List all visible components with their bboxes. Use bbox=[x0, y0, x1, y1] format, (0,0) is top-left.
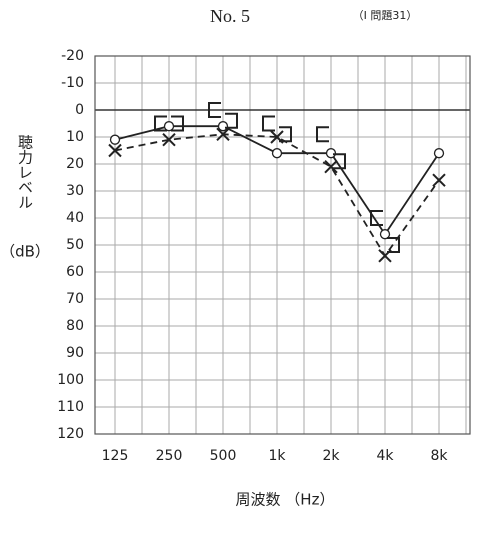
x-tick-label: 4k bbox=[376, 448, 394, 464]
y-tick-label: 110 bbox=[57, 399, 84, 415]
y-tick-label: 90 bbox=[66, 345, 84, 361]
chart-subtitle: （Ⅰ 問題31） bbox=[353, 9, 418, 22]
marker-cross bbox=[432, 173, 446, 187]
y-tick-label: 30 bbox=[66, 183, 84, 199]
y-tick-label: 80 bbox=[66, 318, 84, 334]
y-tick-label: 0 bbox=[75, 102, 84, 118]
x-axis-label: 周波数 （Hz） bbox=[236, 491, 335, 509]
marker-circle bbox=[271, 148, 283, 159]
marker-cross bbox=[108, 143, 122, 158]
y-tick-label: 60 bbox=[66, 264, 84, 280]
marker-circle bbox=[433, 148, 445, 159]
y-tick-label: 120 bbox=[57, 426, 84, 442]
y-tick-label: 40 bbox=[66, 210, 84, 226]
marker-bracket-left bbox=[370, 210, 383, 226]
x-tick-label: 8k bbox=[430, 448, 448, 464]
y-axis-label: 聴力レベル bbox=[16, 135, 34, 210]
x-tick-label: 500 bbox=[210, 448, 237, 464]
x-tick-label: 1k bbox=[268, 448, 286, 464]
marker-bracket-right bbox=[333, 153, 346, 170]
y-tick-label: 20 bbox=[66, 156, 84, 172]
chart-title: No. 5 bbox=[210, 6, 250, 26]
marker-cross bbox=[324, 159, 338, 174]
y-tick-label: 50 bbox=[66, 237, 84, 253]
marker-bracket-left bbox=[316, 126, 329, 143]
x-tick-label: 250 bbox=[156, 448, 183, 464]
y-tick-label: -20 bbox=[61, 48, 84, 64]
y-tick-label: 100 bbox=[57, 372, 84, 388]
marker-bracket-right bbox=[387, 237, 400, 253]
marker-cross bbox=[162, 132, 176, 147]
y-axis-unit: （dB） bbox=[0, 243, 50, 261]
marker-bracket-left bbox=[262, 115, 275, 132]
marker-circle bbox=[379, 229, 391, 240]
marker-circle bbox=[325, 148, 337, 159]
marker-bracket-right bbox=[225, 112, 238, 129]
y-tick-label: 10 bbox=[66, 129, 84, 145]
x-tick-label: 125 bbox=[102, 448, 129, 464]
marker-bracket-right bbox=[279, 126, 292, 143]
marker-circle bbox=[163, 121, 175, 132]
marker-bracket-left bbox=[154, 115, 167, 132]
x-tick-label: 2k bbox=[322, 448, 340, 464]
marker-circle bbox=[217, 121, 229, 132]
marker-cross bbox=[216, 127, 230, 142]
marker-bracket-right bbox=[171, 115, 184, 132]
plot-frame bbox=[94, 55, 471, 435]
y-tick-label: 70 bbox=[66, 291, 84, 307]
marker-bracket-left bbox=[208, 102, 221, 118]
marker-circle bbox=[109, 134, 121, 145]
y-tick-label: -10 bbox=[61, 75, 84, 91]
